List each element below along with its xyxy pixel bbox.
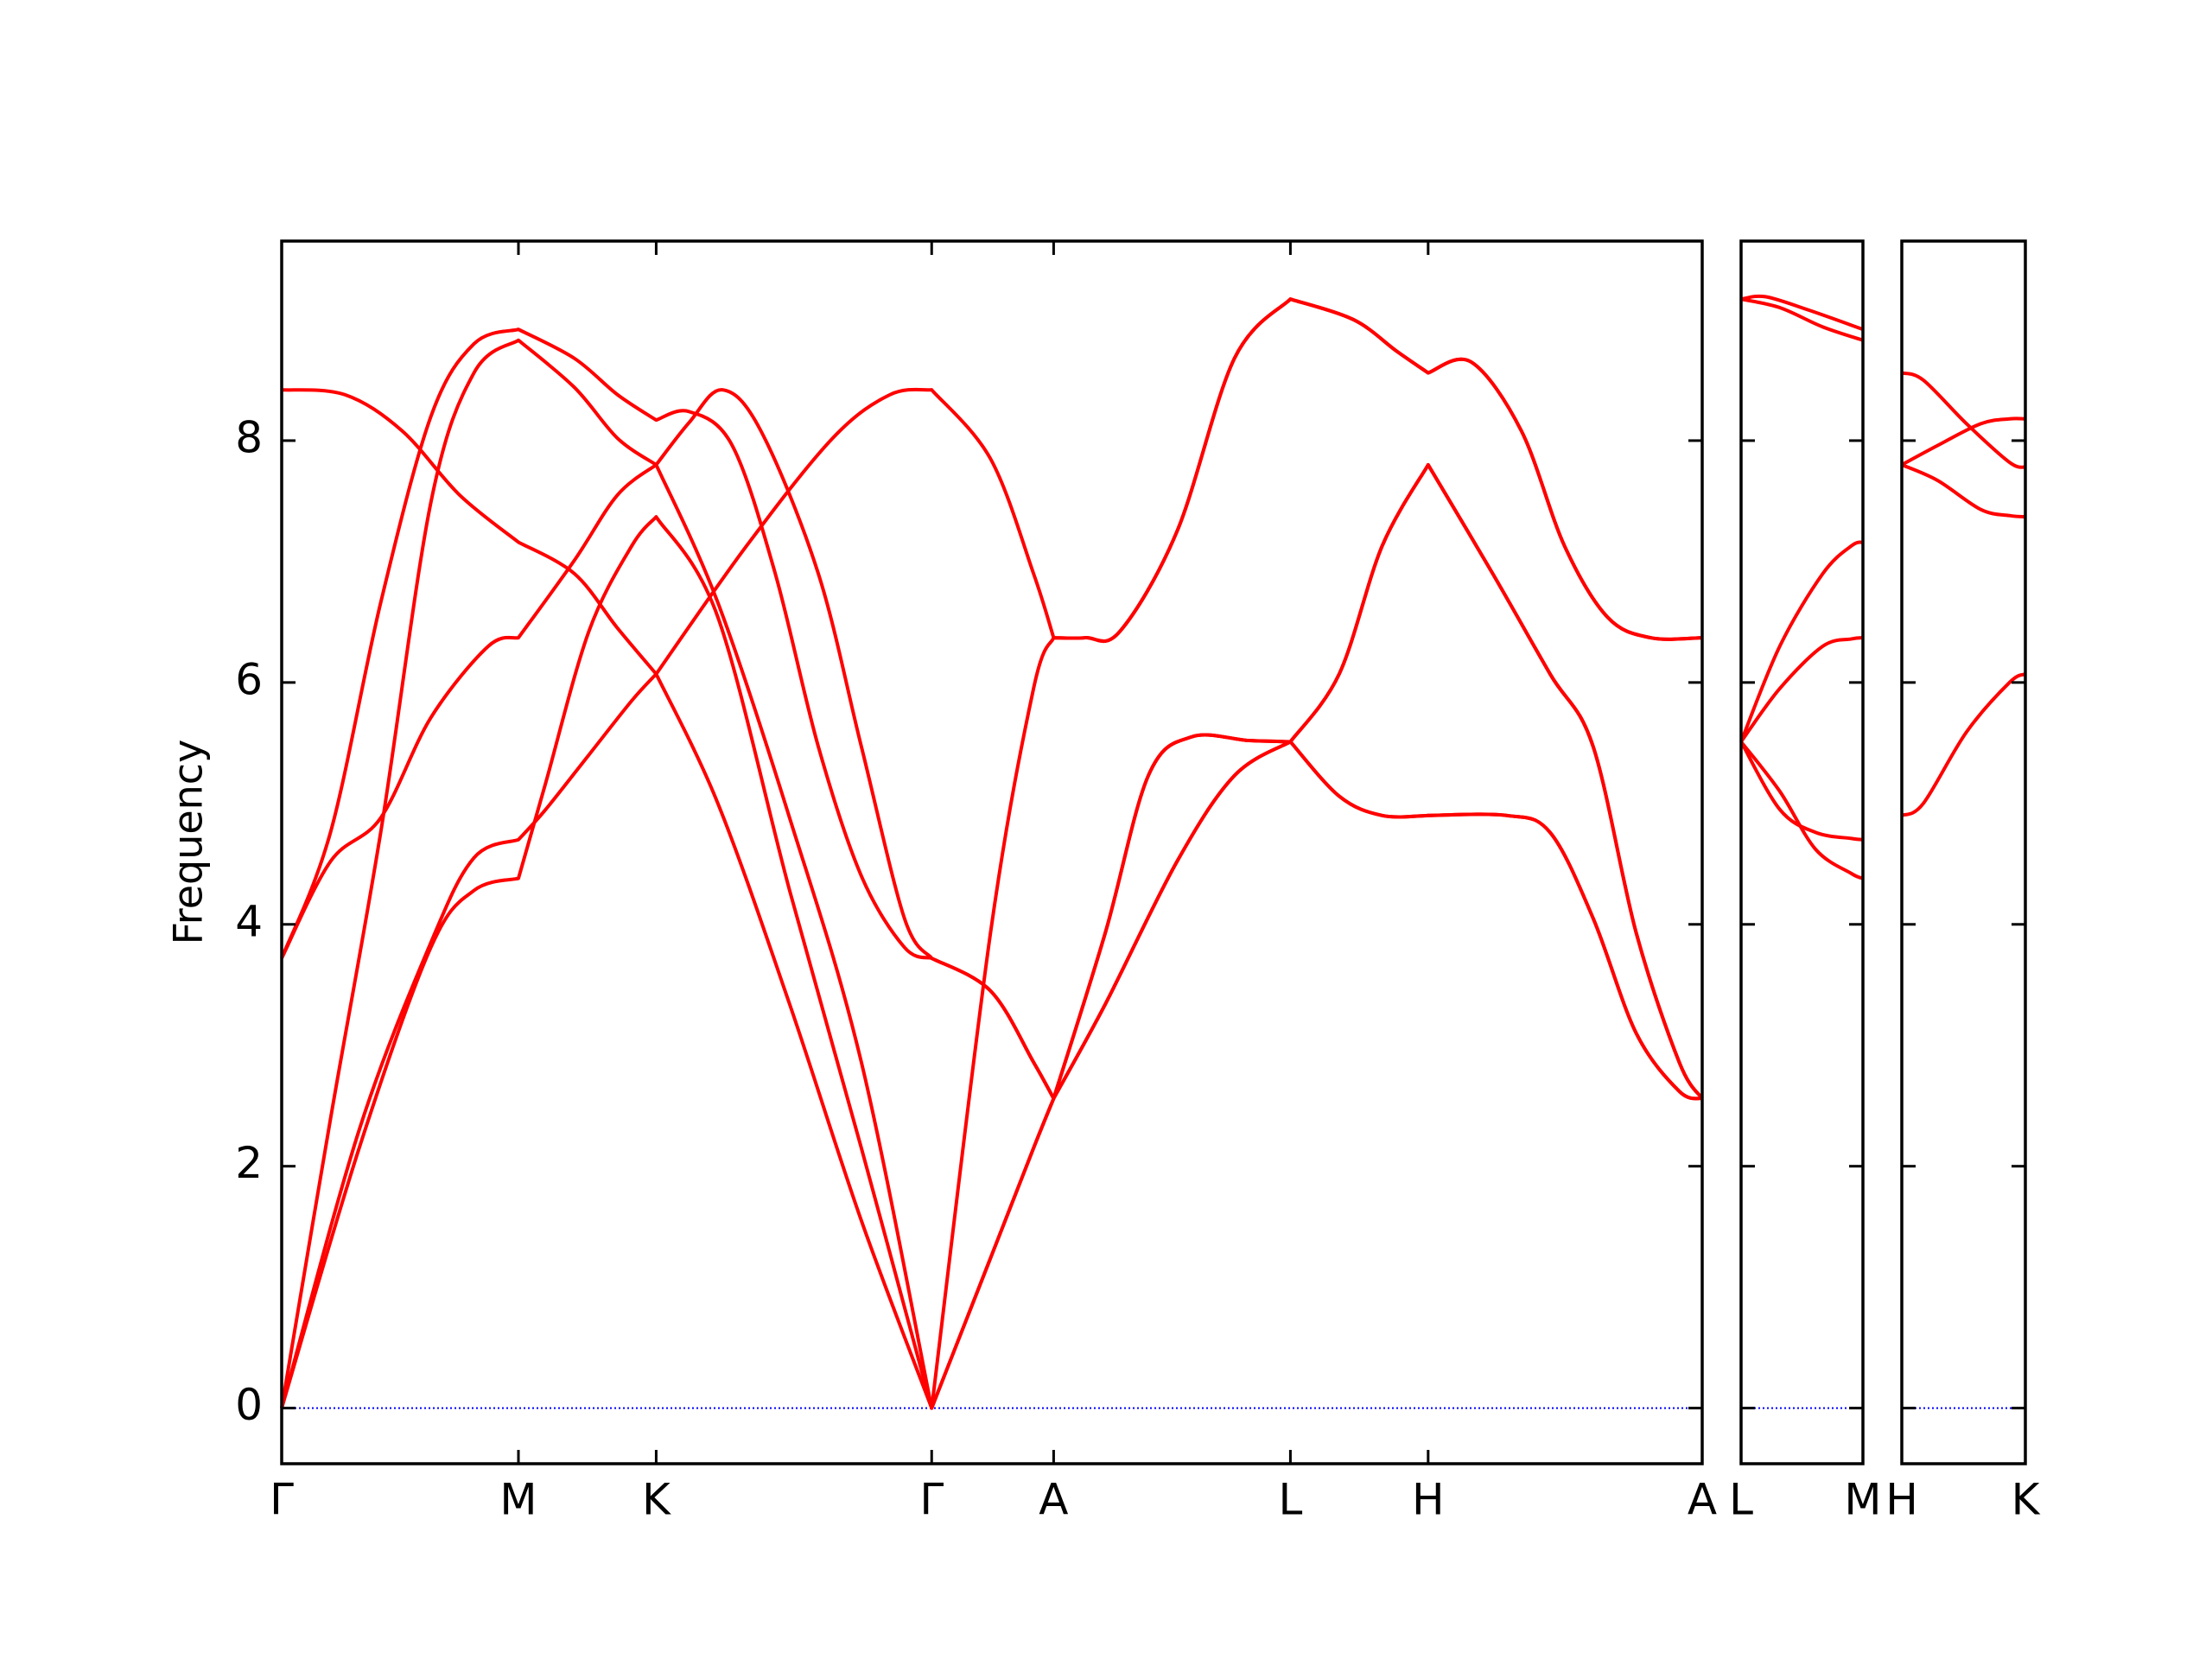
band-line — [1901, 371, 2026, 469]
band-line — [280, 327, 1704, 1101]
band-line — [1739, 540, 1864, 743]
x-tick-label: L — [1278, 1475, 1302, 1525]
y-axis-label: Frequency — [165, 740, 212, 945]
y-tick-label: 6 — [235, 654, 263, 704]
band-line — [1740, 297, 1864, 342]
y-tick-label: 2 — [235, 1138, 263, 1188]
plot-frame — [280, 239, 1704, 1465]
plot-frame — [1900, 239, 2027, 1465]
band-line — [1739, 741, 1864, 842]
band-line — [1739, 741, 1864, 880]
band-line — [1901, 672, 2026, 817]
x-tick-label: M — [1844, 1475, 1881, 1525]
x-tick-label: M — [499, 1475, 537, 1525]
x-tick-label: H — [1885, 1475, 1918, 1525]
plot-frame — [1739, 239, 1865, 1465]
band-line — [1901, 463, 2026, 519]
x-tick-label: K — [642, 1475, 671, 1525]
x-tick-label: Γ — [919, 1475, 944, 1525]
x-tick-label: A — [1039, 1475, 1068, 1525]
band-line — [1901, 416, 2026, 467]
y-tick-label: 4 — [235, 896, 263, 946]
band-line — [1739, 636, 1864, 743]
x-tick-label: L — [1729, 1475, 1753, 1525]
band-line — [281, 297, 1703, 1410]
x-tick-label: H — [1412, 1475, 1445, 1525]
x-tick-label: Γ — [270, 1475, 294, 1525]
y-tick-label: 8 — [235, 412, 263, 462]
y-tick-label: 0 — [235, 1380, 263, 1430]
x-tick-label: A — [1688, 1475, 1717, 1525]
band-line — [1740, 294, 1864, 332]
x-tick-label: K — [2012, 1475, 2041, 1525]
